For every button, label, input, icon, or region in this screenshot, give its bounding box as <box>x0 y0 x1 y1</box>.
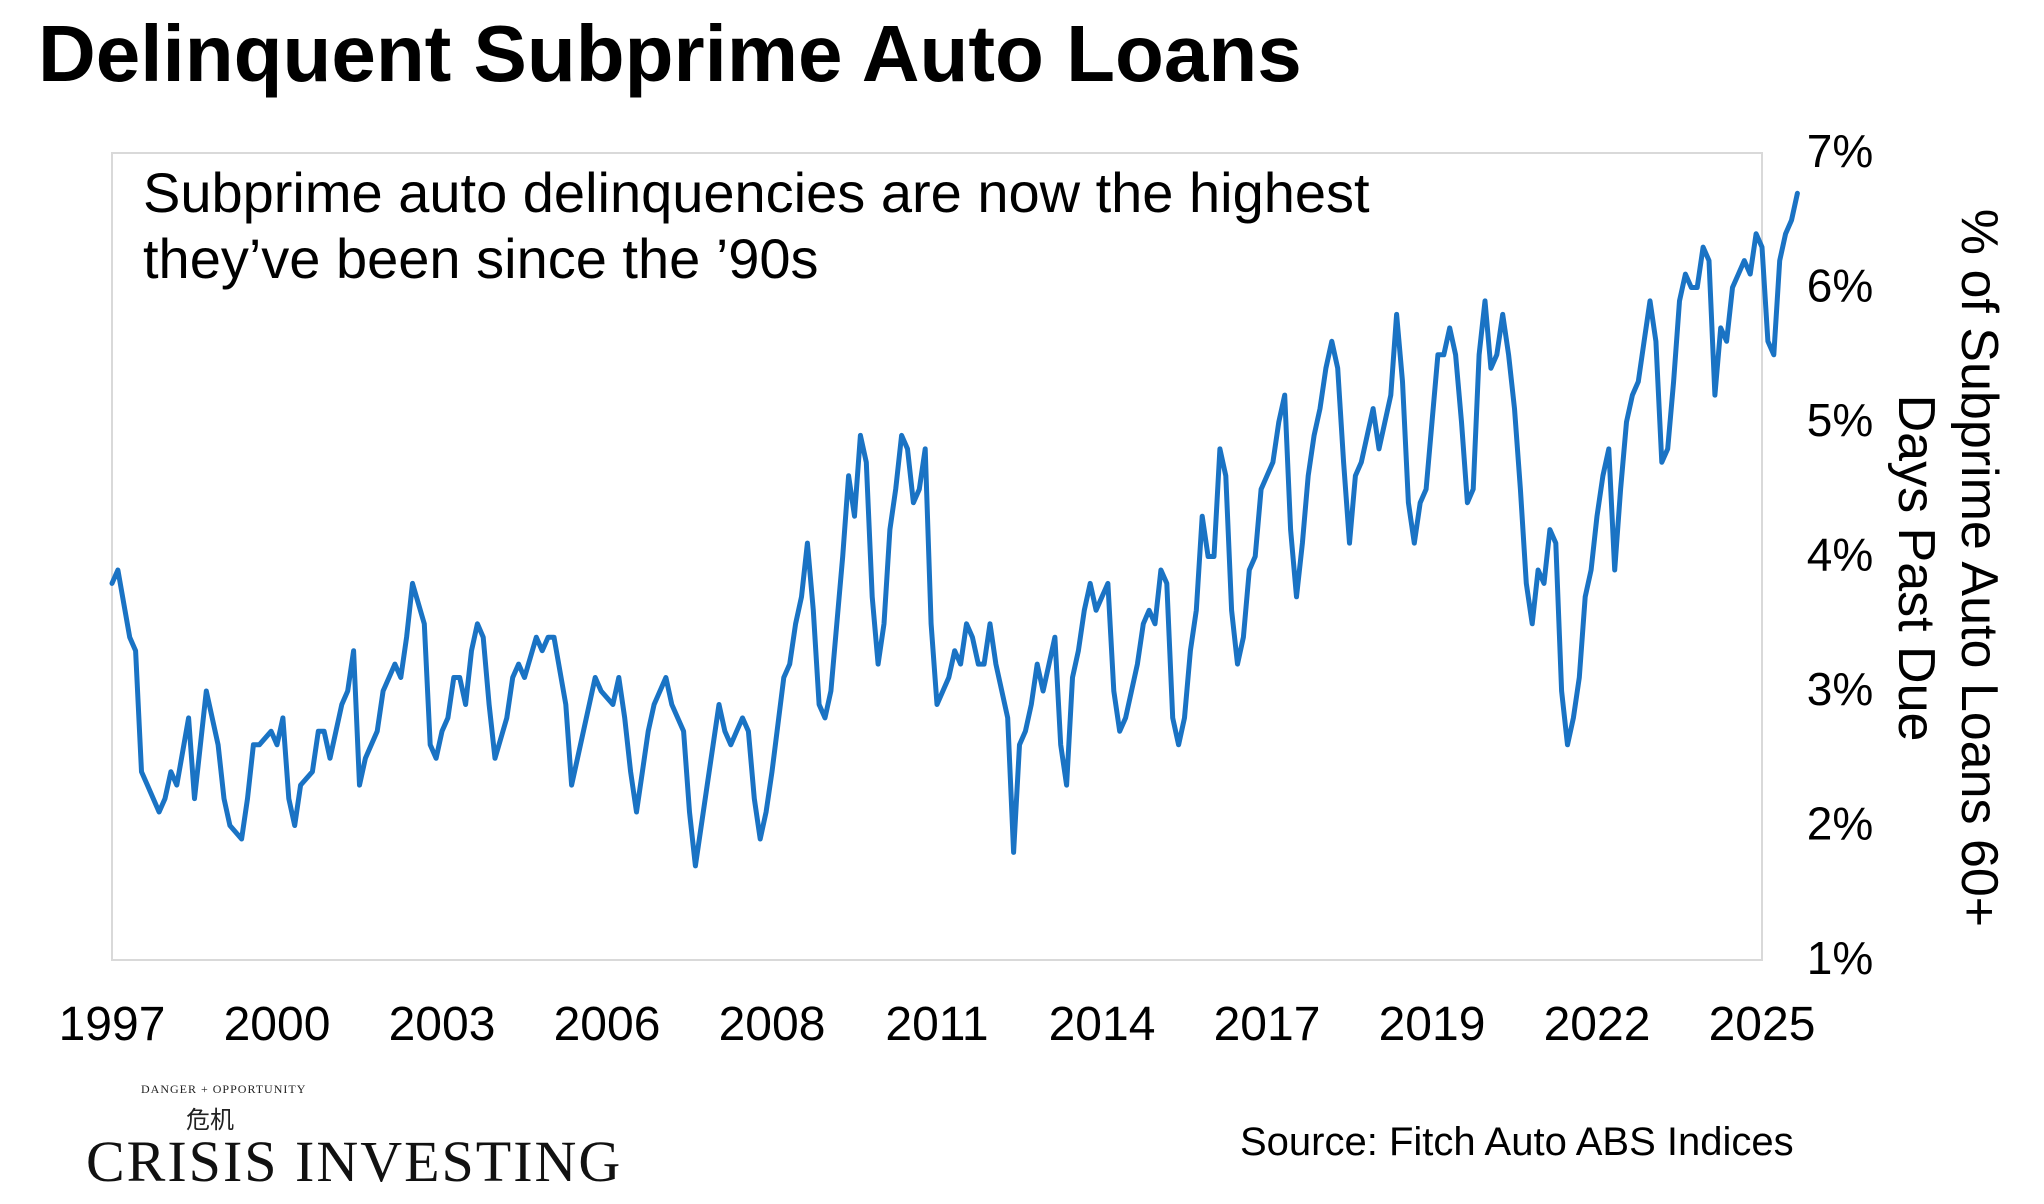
logo-tagline: DANGER + OPPORTUNITY <box>141 1082 307 1096</box>
y-tick-label: 3% <box>1807 663 1873 715</box>
y-axis-label: % of Subprime Auto Loans 60+ Days Past D… <box>1883 158 2010 978</box>
y-tick-labels: 1% 2% 3% 4% 5% 6% 7% <box>1807 125 1873 984</box>
x-tick-label: 2003 <box>389 998 496 1051</box>
annotation-line-2: they’ve been since the ’90s <box>143 227 819 291</box>
logo-name: CRISIS INVESTING <box>86 1129 623 1194</box>
series-line-0 <box>109 190 1800 869</box>
x-tick-labels: 1997 2000 2003 2006 2008 2011 2014 2017 2019 2022… <box>59 998 1816 1051</box>
y-tick-label: 6% <box>1807 260 1873 312</box>
x-tick-label: 2006 <box>554 998 661 1051</box>
chart-annotation: Subprime auto delinquencies are now the … <box>143 160 1370 292</box>
x-tick-label: 2025 <box>1709 998 1816 1051</box>
y-tick-label: 5% <box>1807 394 1873 446</box>
x-tick-label: 1997 <box>59 998 166 1051</box>
x-tick-label: 2014 <box>1049 998 1156 1051</box>
crisis-investing-logo: DANGER + OPPORTUNITY 危机 CRISIS INVESTING <box>86 1082 620 1194</box>
logo-glyphs: 危机 <box>186 1106 234 1134</box>
y-tick-label: 4% <box>1807 529 1873 581</box>
x-tick-label: 2000 <box>224 998 331 1051</box>
x-tick-label: 2022 <box>1544 998 1651 1051</box>
annotation-line-1: Subprime auto delinquencies are now the … <box>143 161 1370 224</box>
y-axis-label-line-1: % of Subprime Auto Loans 60+ <box>1950 208 2008 928</box>
y-tick-label: 2% <box>1807 798 1873 850</box>
plot-frame <box>111 152 1763 961</box>
x-tick-label: 2019 <box>1379 998 1486 1051</box>
x-tick-label: 2008 <box>719 998 826 1051</box>
y-tick-label: 1% <box>1807 932 1873 984</box>
y-axis-label-line-2: Days Past Due <box>1886 394 1945 742</box>
x-tick-label: 2011 <box>885 998 988 1051</box>
x-tick-label: 2017 <box>1214 998 1321 1051</box>
series-lines <box>109 190 1800 869</box>
y-tick-label: 7% <box>1807 125 1873 177</box>
chart-title: Delinquent Subprime Auto Loans <box>38 9 1302 98</box>
source-note: Source: Fitch Auto ABS Indices <box>1240 1120 1794 1164</box>
